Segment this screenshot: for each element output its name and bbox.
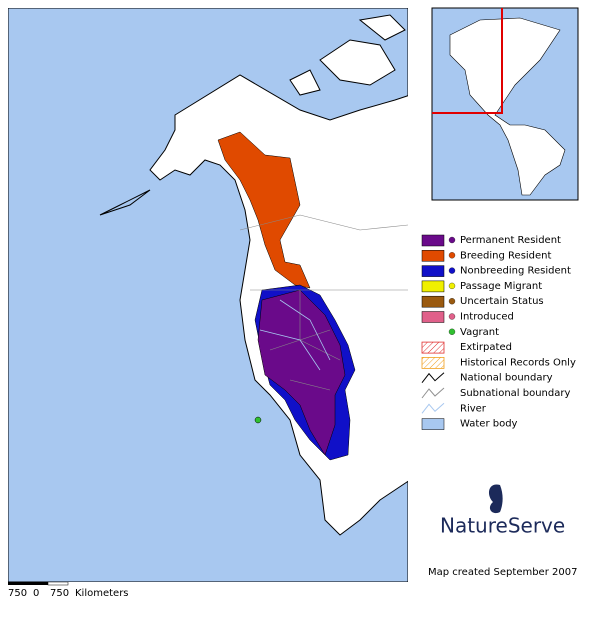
legend-label: Uncertain Status [460,296,544,307]
legend-label: River [460,403,487,414]
legend-swatch [421,356,445,369]
legend-swatch [421,311,445,323]
scale-label: 750 [50,588,69,599]
legend-swatch [421,250,445,262]
main-map [8,8,408,582]
legend-swatch [421,265,445,277]
legend-swatch [421,341,445,354]
inset-land [449,17,566,196]
legend-label: Historical Records Only [460,357,576,368]
arctic-islands [289,14,406,96]
legend: Permanent Resident Breeding Resident Nonbr… [421,234,576,430]
breeding-range [217,131,311,289]
scale-bar-segment [47,581,69,586]
legend-swatch [421,418,445,430]
legend-label: Passage Migrant [460,281,542,292]
legend-label: Water body [460,419,518,430]
legend-dot [448,328,456,335]
legend-line [421,387,445,399]
legend-label: Subnational boundary [460,388,570,399]
legend-dot [448,267,456,274]
scale-bar: 750 0 750 Kilometers [8,581,129,599]
scale-label: 750 [8,588,27,599]
rivers [259,299,331,371]
legend-swatch [421,234,445,247]
legend-label: Vagrant [460,327,499,338]
legend-dot [448,313,456,320]
legend-label: Extirpated [460,342,512,353]
legend-dot [448,282,456,290]
inset-map [431,7,579,201]
legend-dot [448,298,456,305]
legend-dot [448,252,456,259]
logo-icon [488,484,503,514]
legend-line [421,402,445,414]
legend-label: National boundary [460,373,553,384]
legend-swatch [421,295,445,308]
legend-label: Permanent Resident [460,235,561,246]
permanent-range [257,289,346,456]
vagrant-point [254,416,262,424]
legend-line [421,372,445,384]
legend-label: Breeding Resident [460,250,552,261]
legend-label: Nonbreeding Resident [460,266,571,277]
inset-extent [432,8,503,114]
legend-label: Introduced [460,312,514,323]
credit: Map created September 2007 [428,567,577,578]
scale-bar-segment [8,582,48,585]
legend-dot [448,236,456,244]
logo-text: NatureServe [440,514,565,538]
scale-unit: Kilometers [75,588,129,599]
legend-swatch [421,280,445,293]
scale-label: 0 [33,588,39,599]
aleutians [99,189,151,216]
